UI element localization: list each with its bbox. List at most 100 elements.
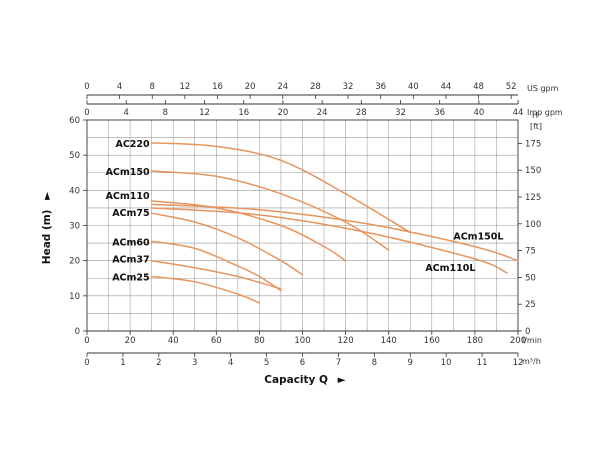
y-axis-m-tick-label: 0	[75, 327, 80, 337]
label-acm75: ACm75	[112, 208, 149, 219]
y-axis-ft-tick-label: 100	[525, 220, 541, 230]
label-ac220: AC220	[115, 139, 150, 150]
x-axis-lmin-tick-label: 60	[211, 336, 222, 346]
y-axis-arrow-icon: ►	[41, 191, 53, 200]
y-axis-ft-tick-label: 125	[525, 193, 541, 203]
x-axis-usgpm-tick-label: 32	[343, 82, 354, 92]
x-axis-arrow-icon: ►	[338, 374, 347, 386]
label-acm150: ACm150	[106, 167, 150, 178]
x-axis-lmin-tick-label: 120	[337, 336, 353, 346]
x-axis-impgpm-tick-label: 40	[473, 108, 484, 118]
x-axis-m3h-tick-label: 12	[513, 358, 524, 368]
x-axis-usgpm-tick-label: 44	[441, 82, 452, 92]
curve-acm25	[150, 275, 261, 304]
y-axis-ft-tick-label: 25	[525, 300, 536, 310]
x-axis-m3h-tick-label: 3	[192, 358, 197, 368]
x-axis-m3h-tick-label: 2	[156, 358, 161, 368]
x-axis-lmin-unit-label: l/min	[522, 336, 542, 345]
x-axis-impgpm-tick-label: 24	[317, 108, 328, 118]
x-axis-impgpm-tick-label: 0	[84, 108, 89, 118]
y-axis-m-tick-label: 50	[69, 151, 80, 161]
x-axis-lmin-tick-label: 180	[467, 336, 483, 346]
y-axis-title-text: Head (m)	[41, 210, 53, 265]
x-axis-title: Capacity Q ►	[264, 374, 346, 386]
x-axis-m3h-tick-label: 9	[408, 358, 413, 368]
y-axis-ft-tick-label: 50	[525, 273, 536, 283]
y-axis-ft-tick-label: 75	[525, 247, 536, 257]
curve-acm37	[150, 259, 282, 290]
y-axis-m-tick-label: 40	[69, 186, 80, 196]
x-axis-impgpm-tick-label: 36	[434, 108, 445, 118]
x-axis-m3h-tick-label: 7	[336, 358, 341, 368]
x-axis-impgpm-tick-label: 8	[163, 108, 168, 118]
x-axis-usgpm-tick-label: 16	[212, 82, 223, 92]
label-acm110l: ACm110L	[425, 263, 475, 274]
x-axis-m3h-tick-label: 6	[300, 358, 305, 368]
x-axis-usgpm-tick-label: 28	[310, 82, 321, 92]
curve-acm150l	[150, 203, 519, 262]
x-axis-lmin-tick-label: 40	[168, 336, 179, 346]
x-axis-lmin-tick-label: 160	[424, 336, 440, 346]
x-axis-lmin-tick-label: 80	[254, 336, 265, 346]
x-axis-lmin-tick-label: 100	[294, 336, 310, 346]
label-acm60: ACm60	[112, 237, 150, 248]
curve-acm75	[150, 212, 304, 276]
x-axis-m3h-tick-label: 8	[372, 358, 377, 368]
x-axis-usgpm-tick-label: 12	[179, 82, 190, 92]
y-axis-m-tick-label: 60	[69, 116, 80, 126]
y-axis-m-tick-label: 20	[69, 257, 80, 267]
x-axis-impgpm-tick-label: 44	[513, 108, 524, 118]
curve-ac220	[150, 142, 412, 234]
grid	[87, 120, 518, 331]
y-axis-m-tick-label: 10	[69, 292, 80, 302]
x-axis-usgpm-tick-label: 8	[150, 82, 155, 92]
y-axis-title: Head (m) ►	[41, 191, 53, 264]
label-acm110: ACm110	[106, 191, 150, 202]
x-axis-m3h-tick-label: 5	[264, 358, 269, 368]
x-axis-m3h-unit-label: m³/h	[522, 357, 541, 366]
x-axis-usgpm-tick-label: 20	[245, 82, 256, 92]
x-axis-usgpm-tick-label: 48	[473, 82, 484, 92]
x-axis-m3h-tick-label: 4	[228, 358, 233, 368]
x-axis-usgpm-tick-label: 40	[408, 82, 419, 92]
curve-acm110l	[150, 207, 508, 274]
x-axis-lmin-tick-label: 140	[381, 336, 397, 346]
x-axis-m3h-tick-label: 11	[477, 358, 488, 368]
curve-acm110	[150, 200, 347, 262]
x-axis-impgpm-tick-label: 16	[238, 108, 249, 118]
x-axis-usgpm-tick-label: 4	[117, 82, 122, 92]
y-axis-ft-tick-label: 175	[525, 139, 541, 149]
x-axis-usgpm-unit-label: US gpm	[527, 84, 559, 93]
y-axis-ft-tick-label: 150	[525, 166, 541, 176]
curve-labels: AC220 ACm150 ACm110 ACm75 ACm60 ACm37 ACm25 ACm…	[106, 139, 504, 284]
x-axis-impgpm-tick-label: 32	[395, 108, 406, 118]
y-axis-ft-unit-label: [ft]	[530, 122, 542, 131]
x-axis-impgpm-tick-label: 20	[278, 108, 289, 118]
x-axis-impgpm-unit-label: Imp gpm	[527, 108, 563, 117]
x-axis-title-text: Capacity Q	[264, 374, 328, 386]
label-acm25: ACm25	[112, 272, 149, 283]
x-axis-lmin-tick-label: 0	[84, 336, 89, 346]
y-axis-m-tick-label: 30	[69, 222, 80, 232]
y-axis-ft-tick-label: 0	[525, 327, 530, 337]
x-axis-m3h-tick-label: 1	[120, 358, 125, 368]
label-acm150l: ACm150L	[453, 232, 503, 243]
performance-curves	[150, 142, 519, 304]
x-axis-m3h-tick-label: 0	[84, 358, 89, 368]
x-axis-impgpm-tick-label: 28	[356, 108, 367, 118]
x-axis-usgpm-tick-label: 0	[84, 82, 89, 92]
x-axis-usgpm-tick-label: 52	[506, 82, 517, 92]
curve-acm60	[150, 240, 282, 292]
y-axis-ft-unit-top: H	[532, 111, 538, 120]
x-axis-usgpm-tick-label: 36	[375, 82, 386, 92]
curve-acm150	[150, 170, 390, 251]
x-axis-impgpm-tick-label: 12	[199, 108, 210, 118]
x-axis-lmin-tick-label: 20	[125, 336, 136, 346]
x-axis-lmin-tick-label: 200	[510, 336, 526, 346]
x-axis-m3h-tick-label: 10	[441, 358, 452, 368]
x-axis-impgpm-tick-label: 4	[123, 108, 128, 118]
label-acm37: ACm37	[112, 255, 149, 266]
x-axis-usgpm-tick-label: 24	[277, 82, 288, 92]
